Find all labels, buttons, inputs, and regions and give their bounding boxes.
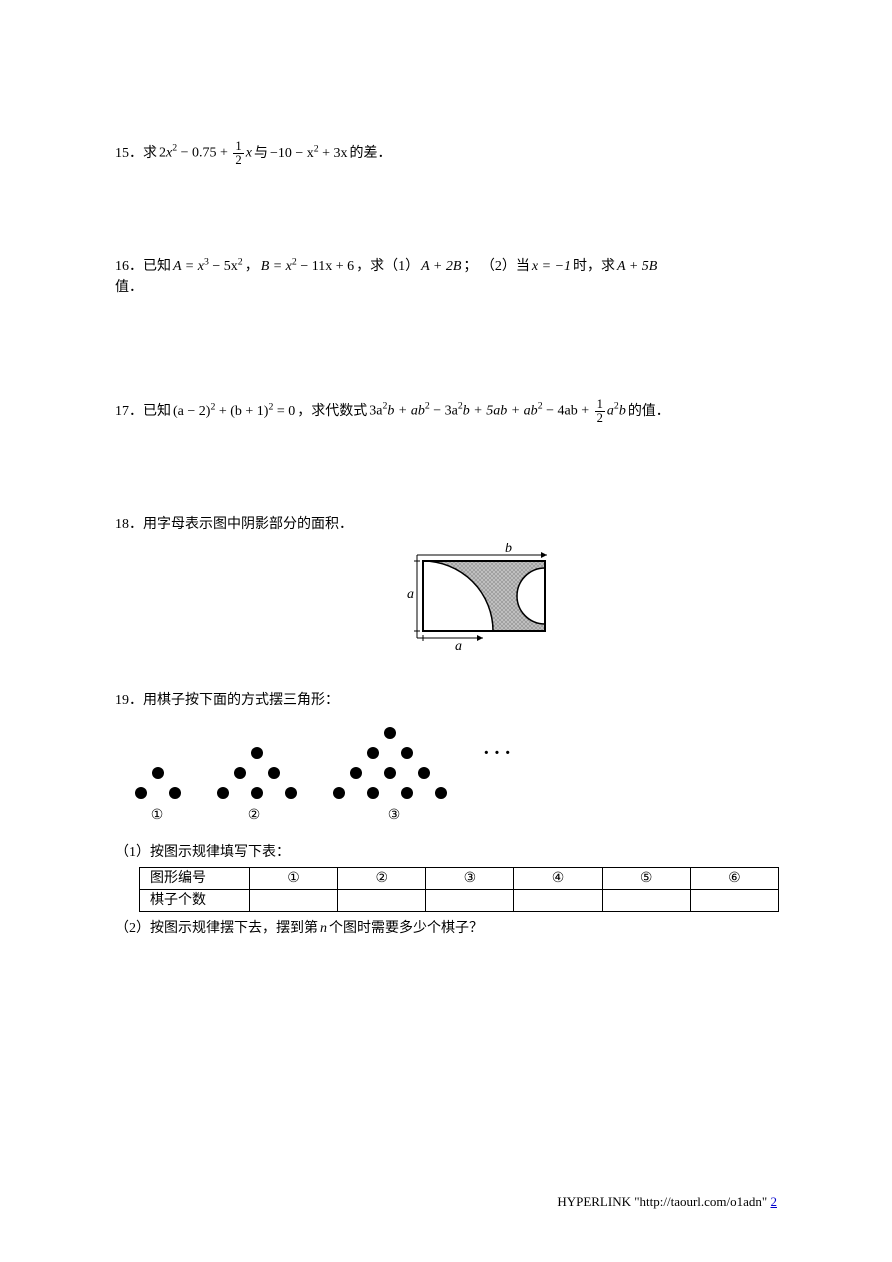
q17-num: 17． — [115, 401, 143, 422]
q17-t2: ，求代数式 — [297, 401, 367, 422]
page-content: 15． 求 2x2 − 0.75 + 12x 与 −10 − x2 + 3x 的… — [0, 0, 892, 939]
q18-text: 用字母表示图中阴影部分的面积． — [143, 514, 353, 535]
q19-text: 用棋子按下面的方式摆三角形： — [143, 690, 339, 711]
q17-rhs: 3a2b + ab2 − 3a2b + 5ab + ab2 − 4ab + 12… — [367, 398, 628, 424]
q15-t2: 与 — [254, 143, 268, 164]
q19-sub1: （1）按图示规律填写下表： — [115, 842, 777, 863]
page-footer: HYPERLINK "http://taourl.com/o1adn" 2 — [557, 1194, 777, 1210]
q16-num: 16． — [115, 256, 143, 277]
q16-A: A = x3 − 5x2 — [171, 256, 245, 277]
q16-p2: A + 5B — [615, 256, 659, 277]
q15-expr1: 2x2 − 0.75 + 12x — [157, 140, 254, 166]
ellipsis: ··· — [483, 738, 515, 768]
question-19: 19． 用棋子按下面的方式摆三角形： — [115, 690, 777, 939]
fig18-label-b: b — [505, 543, 512, 556]
question-15: 15． 求 2x2 − 0.75 + 12x 与 −10 − x2 + 3x 的… — [115, 140, 777, 166]
question-18: 18． 用字母表示图中阴影部分的面积． — [115, 514, 777, 660]
tri-label-3: ③ — [329, 805, 459, 826]
q16-t2: ，求（1） — [356, 256, 419, 277]
q19-table: 图形编号 ① ② ③ ④ ⑤ ⑥ 棋子个数 — [139, 867, 779, 912]
q16-t1: 已知 — [143, 256, 171, 277]
q17-lhs: (a − 2)2 + (b + 1)2 = 0 — [171, 401, 297, 422]
q18-figure: b a a — [395, 543, 777, 660]
question-16: 16． 已知 A = x3 − 5x2 ， B = x2 − 11x + 6 ，… — [115, 256, 777, 298]
q19-sub2: （2）按图示规律摆下去，摆到第 n 个图时需要多少个棋子？ — [115, 918, 777, 939]
table-row: 图形编号 ① ② ③ ④ ⑤ ⑥ — [140, 868, 779, 890]
q16-p1: A + 2B — [419, 256, 463, 277]
q16-t3: ； （2）当 — [463, 256, 530, 277]
q15-t1: 求 — [143, 143, 157, 164]
q18-num: 18． — [115, 514, 143, 535]
triangle-2 — [217, 747, 297, 799]
q19-num: 19． — [115, 690, 143, 711]
q19-figure: ··· ① ② ③ — [135, 727, 777, 826]
var-n: n — [318, 918, 329, 939]
question-17: 17． 已知 (a − 2)2 + (b + 1)2 = 0 ，求代数式 3a2… — [115, 398, 777, 424]
q17-t1: 已知 — [143, 401, 171, 422]
triangle-3 — [333, 727, 447, 799]
q16-cond: x = −1 — [530, 256, 573, 277]
triangle-1 — [135, 767, 181, 799]
q15-t3: 的差． — [350, 143, 392, 164]
q17-t3: 的值． — [628, 401, 670, 422]
tri-label-1: ① — [135, 805, 179, 826]
q16-sep1: ， — [245, 256, 259, 277]
q16-t5: 值． — [115, 280, 143, 295]
q15-num: 15． — [115, 143, 143, 164]
fig18-label-a-v: a — [407, 587, 414, 602]
q16-B: B = x2 − 11x + 6 — [259, 256, 356, 277]
table-row: 棋子个数 — [140, 890, 779, 912]
fig18-label-a-h: a — [455, 639, 462, 653]
q15-expr2: −10 − x2 + 3x — [268, 143, 350, 164]
page-number: 2 — [771, 1194, 778, 1209]
q16-t4: 时，求 — [573, 256, 615, 277]
footer-hyperlink-text: HYPERLINK "http://taourl.com/o1adn" — [557, 1194, 770, 1209]
tri-label-2: ② — [215, 805, 293, 826]
